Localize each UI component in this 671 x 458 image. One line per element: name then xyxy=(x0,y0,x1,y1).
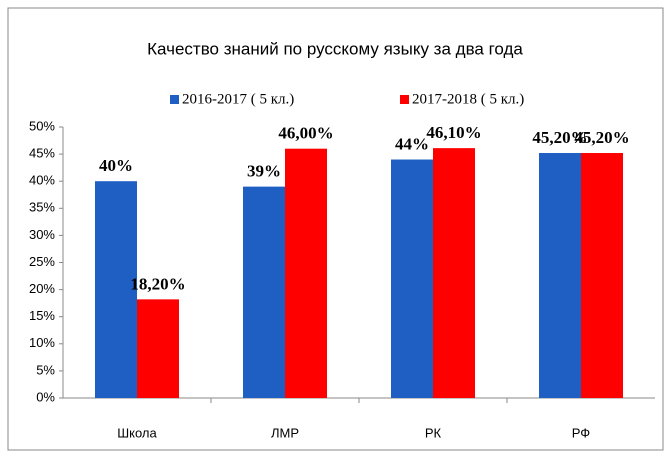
legend-label: 2016-2017 ( 5 кл.) xyxy=(182,91,294,107)
data-label: 18,20% xyxy=(130,274,185,293)
legend-swatch xyxy=(400,95,409,104)
data-label: 45,20% xyxy=(532,128,587,147)
legend-swatch xyxy=(170,95,179,104)
data-label: 45,20% xyxy=(574,128,629,147)
data-label: 44% xyxy=(395,134,429,153)
bar xyxy=(539,153,581,398)
data-label: 40% xyxy=(99,156,133,175)
bar xyxy=(285,148,327,398)
bar xyxy=(391,159,433,398)
y-tick-label: 15% xyxy=(29,308,55,323)
bar xyxy=(243,186,285,398)
data-label: 46,00% xyxy=(278,124,333,143)
bar xyxy=(137,299,179,398)
x-tick-label: Школа xyxy=(117,425,157,440)
x-tick-label: РФ xyxy=(572,425,591,440)
y-tick-label: 35% xyxy=(29,200,55,215)
data-label: 39% xyxy=(247,162,281,181)
y-tick-label: 20% xyxy=(29,281,55,296)
y-tick-label: 45% xyxy=(29,146,55,161)
data-label: 46,10% xyxy=(426,123,481,142)
x-tick-label: ЛМР xyxy=(271,425,299,440)
chart-title: Качество знаний по русскому языку за два… xyxy=(147,39,523,58)
y-tick-label: 0% xyxy=(36,389,55,404)
y-tick-label: 30% xyxy=(29,227,55,242)
x-tick-label: РК xyxy=(425,425,442,440)
y-tick-label: 25% xyxy=(29,254,55,269)
bar xyxy=(581,153,623,398)
y-tick-label: 40% xyxy=(29,173,55,188)
y-tick-label: 50% xyxy=(29,118,55,133)
bar xyxy=(433,148,475,398)
legend-label: 2017-2018 ( 5 кл.) xyxy=(412,91,524,107)
y-tick-label: 5% xyxy=(36,362,55,377)
y-tick-label: 10% xyxy=(29,335,55,350)
bar xyxy=(95,181,137,398)
